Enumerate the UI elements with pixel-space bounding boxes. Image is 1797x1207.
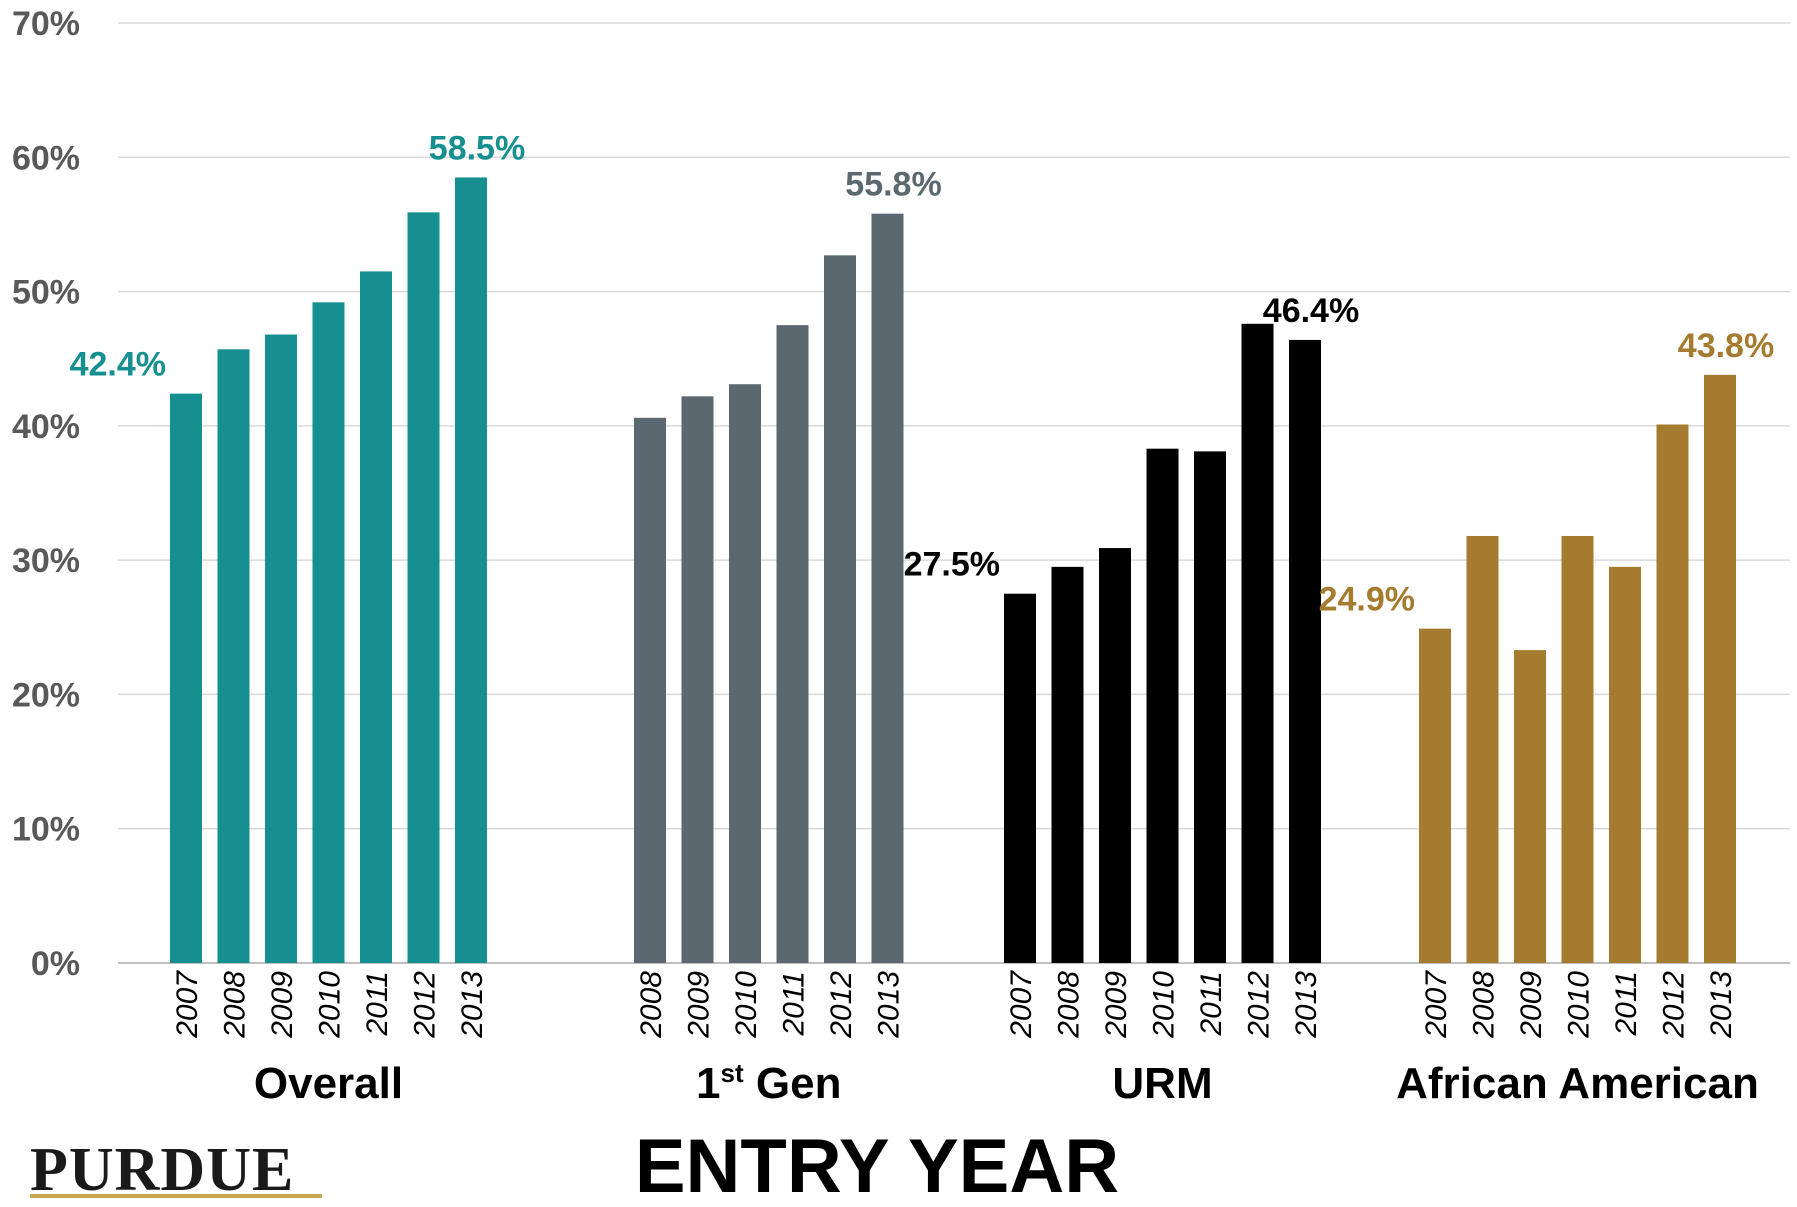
- x-tick-label: 2007: [1420, 970, 1453, 1039]
- x-tick-label: 2013: [1705, 971, 1738, 1039]
- bar: [824, 255, 856, 964]
- bar: [681, 396, 714, 963]
- x-axis-title: ENTRY YEAR: [635, 1124, 1119, 1202]
- x-tick-label: 2011: [778, 971, 811, 1037]
- group-label: Overall: [254, 1059, 403, 1108]
- group-label: 1st Gen: [696, 1058, 841, 1108]
- x-tick-label: 2009: [266, 971, 299, 1039]
- x-tick-label: 2013: [1290, 971, 1323, 1039]
- data-label: 43.8%: [1678, 327, 1774, 365]
- y-tick-label: 40%: [12, 408, 80, 446]
- x-tick-label: 2011: [1195, 971, 1228, 1037]
- bar: [1099, 548, 1131, 963]
- purdue-logo: PURDUE: [30, 1136, 322, 1204]
- bar: [360, 271, 392, 963]
- x-axis-ticks: 2007 2008 2009 2010 2011 2012 2013 2008 2009 2010…: [171, 970, 1738, 1039]
- data-label: 46.4%: [1263, 292, 1359, 330]
- bar: [1561, 535, 1594, 963]
- bar: [729, 384, 761, 963]
- data-label: 55.8%: [845, 166, 941, 204]
- y-tick-label: 30%: [12, 542, 80, 580]
- group-label: URM: [1112, 1059, 1212, 1108]
- x-tick-label: 2010: [314, 971, 347, 1039]
- x-tick-label: 2010: [1563, 971, 1596, 1039]
- x-tick-label: 2008: [1053, 971, 1086, 1039]
- bar: [1289, 339, 1321, 963]
- bar: [1704, 374, 1736, 963]
- data-label: 42.4%: [70, 346, 166, 384]
- y-tick-label: 0%: [31, 945, 80, 983]
- bar: [634, 417, 666, 963]
- y-tick-label: 50%: [12, 274, 80, 312]
- bar: [1241, 323, 1274, 963]
- x-tick-label: 2011: [1610, 971, 1643, 1037]
- y-tick-label: 70%: [12, 5, 80, 43]
- bar: [1466, 535, 1499, 963]
- gridlines: [118, 22, 1790, 964]
- bar: [407, 212, 440, 964]
- y-tick-label: 20%: [12, 676, 80, 714]
- group-labels: Overall 1st Gen URM African American: [254, 1058, 1759, 1108]
- logo-wordmark: PURDUE: [30, 1136, 294, 1202]
- x-tick-label: 2007: [171, 970, 204, 1039]
- x-tick-label: 2008: [1468, 971, 1501, 1039]
- bar: [1051, 566, 1084, 963]
- bars: [170, 177, 1736, 964]
- x-tick-label: 2009: [1515, 971, 1548, 1039]
- bar: [265, 334, 297, 963]
- bar: [1514, 650, 1546, 963]
- bar: [1419, 628, 1451, 963]
- x-tick-label: 2011: [361, 971, 394, 1037]
- x-tick-label: 2012: [1658, 971, 1691, 1039]
- x-tick-label: 2012: [825, 971, 858, 1039]
- bar: [1609, 566, 1641, 963]
- bar: [217, 349, 250, 963]
- x-tick-label: 2009: [1100, 971, 1133, 1039]
- x-tick-label: 2007: [1005, 970, 1038, 1039]
- group-label: African American: [1396, 1059, 1759, 1108]
- bar: [170, 393, 202, 964]
- y-axis-ticks: 0% 10% 20% 30% 40% 50% 60% 70%: [12, 5, 80, 983]
- bar: [1004, 593, 1036, 963]
- bar: [1656, 424, 1689, 963]
- bar: [1194, 451, 1226, 963]
- x-tick-label: 2008: [635, 971, 668, 1039]
- y-tick-label: 60%: [12, 139, 80, 177]
- x-tick-label: 2010: [730, 971, 763, 1039]
- data-label: 58.5%: [429, 129, 525, 167]
- x-tick-label: 2010: [1148, 971, 1181, 1039]
- x-tick-label: 2008: [219, 971, 252, 1039]
- data-label: 24.9%: [1319, 581, 1415, 619]
- data-label: 27.5%: [904, 546, 1000, 584]
- data-labels: 42.4% 58.5% 55.8% 27.5% 46.4% 24.9% 43.8%: [70, 129, 1775, 618]
- x-tick-label: 2009: [683, 971, 716, 1039]
- bar: [312, 302, 345, 963]
- bar: [455, 177, 487, 963]
- logo-accent-bar: [30, 1194, 322, 1198]
- x-tick-label: 2013: [456, 971, 489, 1039]
- x-tick-label: 2012: [1243, 971, 1276, 1039]
- bar: [776, 325, 809, 964]
- y-tick-label: 10%: [12, 811, 80, 849]
- x-tick-label: 2013: [873, 971, 906, 1039]
- x-tick-label: 2012: [409, 971, 442, 1039]
- bar: [871, 213, 904, 963]
- bar: [1146, 448, 1179, 964]
